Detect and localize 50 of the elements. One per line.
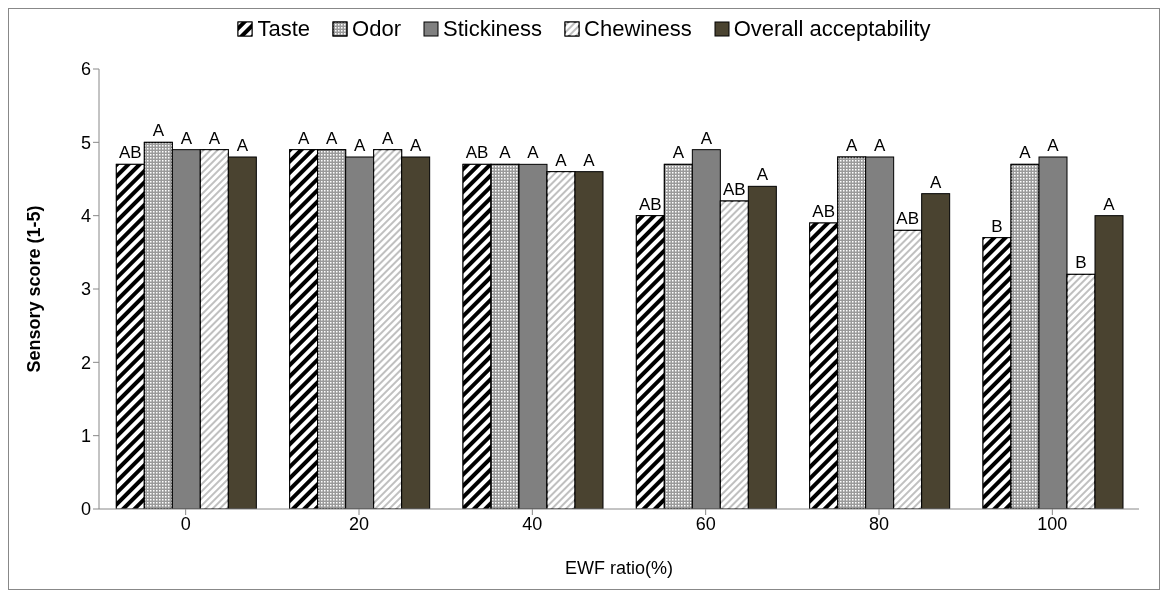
data-label: A <box>1047 136 1060 155</box>
legend-label: Taste <box>256 16 311 42</box>
y-tick-label: 5 <box>80 132 91 153</box>
y-tick-label: 2 <box>80 352 91 373</box>
data-label: A <box>499 143 512 163</box>
data-label: A <box>152 121 165 141</box>
data-label: A <box>325 128 338 148</box>
data-label: A <box>929 172 942 192</box>
x-tick-label: 0 <box>180 513 191 534</box>
data-label: A <box>583 150 596 170</box>
x-tick-label: 80 <box>868 513 890 534</box>
data-label: A <box>527 143 540 163</box>
data-label: AB <box>896 209 920 229</box>
legend-label: Chewiness <box>583 16 692 42</box>
data-label: A <box>297 128 310 148</box>
x-tick-label: 100 <box>1037 513 1068 534</box>
y-tick-label: 1 <box>80 426 91 447</box>
data-label: AB <box>465 143 489 163</box>
data-label: AB <box>118 143 142 163</box>
data-label: A <box>873 136 886 155</box>
data-label: A <box>1019 143 1032 163</box>
data-label: AB <box>638 194 662 214</box>
data-label: A <box>845 136 858 155</box>
x-tick-label: 20 <box>348 513 370 534</box>
x-tick-label: 40 <box>522 513 543 534</box>
legend-label: Stickiness <box>442 16 543 42</box>
data-label: A <box>756 165 769 185</box>
data-label: A <box>381 128 394 148</box>
y-tick-label: 6 <box>80 59 91 80</box>
data-label: A <box>1103 194 1116 214</box>
legend-label: Overall acceptability <box>732 16 931 42</box>
data-label: A <box>672 143 685 163</box>
legend-label: Odor <box>351 16 401 42</box>
y-tick-label: 4 <box>80 206 91 227</box>
data-label: AB <box>722 180 746 199</box>
data-label: B <box>991 216 1003 236</box>
data-label: A <box>353 136 366 155</box>
data-label: A <box>180 128 193 148</box>
x-tick-label: 60 <box>695 513 716 534</box>
data-label: A <box>700 128 713 148</box>
data-label: A <box>236 136 249 155</box>
data-label: B <box>1075 253 1087 273</box>
data-label: A <box>555 150 568 170</box>
y-tick-label: 3 <box>80 279 91 300</box>
y-axis-title: Sensory score (1-5) <box>24 205 45 373</box>
data-label: AB <box>812 202 836 221</box>
x-axis-title: EWF ratio(%) <box>565 558 673 578</box>
data-label: A <box>409 136 422 155</box>
y-tick-label: 0 <box>80 499 91 520</box>
data-label: A <box>208 128 221 148</box>
